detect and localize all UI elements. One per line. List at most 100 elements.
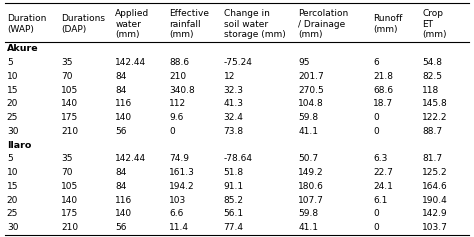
Text: 0: 0 xyxy=(373,223,379,232)
Text: 54.8: 54.8 xyxy=(422,58,442,67)
Text: 84: 84 xyxy=(115,182,127,191)
Text: 95: 95 xyxy=(299,58,310,67)
Text: 35: 35 xyxy=(61,154,73,163)
Text: 32.4: 32.4 xyxy=(224,113,244,122)
Text: 15: 15 xyxy=(7,182,18,191)
Text: 41.3: 41.3 xyxy=(224,99,244,108)
Text: 122.2: 122.2 xyxy=(422,113,448,122)
Text: 15: 15 xyxy=(7,86,18,95)
Text: 5: 5 xyxy=(7,154,12,163)
Text: -75.24: -75.24 xyxy=(224,58,253,67)
Text: 112: 112 xyxy=(169,99,186,108)
Text: 84: 84 xyxy=(115,168,127,177)
Text: Crop
ET
(mm): Crop ET (mm) xyxy=(422,9,447,39)
Text: 210: 210 xyxy=(61,127,78,136)
Text: 270.5: 270.5 xyxy=(299,86,324,95)
Text: 41.1: 41.1 xyxy=(299,223,319,232)
Text: 91.1: 91.1 xyxy=(224,182,244,191)
Text: 30: 30 xyxy=(7,223,18,232)
Text: 161.3: 161.3 xyxy=(169,168,195,177)
Text: 85.2: 85.2 xyxy=(224,196,244,205)
Text: 140: 140 xyxy=(61,99,78,108)
Text: 81.7: 81.7 xyxy=(422,154,442,163)
Text: 210: 210 xyxy=(61,223,78,232)
Text: 6.3: 6.3 xyxy=(373,154,388,163)
Text: 20: 20 xyxy=(7,196,18,205)
Text: 74.9: 74.9 xyxy=(169,154,190,163)
Text: 103: 103 xyxy=(169,196,187,205)
Text: 50.7: 50.7 xyxy=(299,154,319,163)
Text: 140: 140 xyxy=(61,196,78,205)
Text: 59.8: 59.8 xyxy=(299,210,319,219)
Text: 51.8: 51.8 xyxy=(224,168,244,177)
Text: 20: 20 xyxy=(7,99,18,108)
Text: 84: 84 xyxy=(115,86,127,95)
Text: 0: 0 xyxy=(169,127,175,136)
Text: 107.7: 107.7 xyxy=(299,196,324,205)
Text: 125.2: 125.2 xyxy=(422,168,448,177)
Text: 56: 56 xyxy=(115,127,127,136)
Text: Change in
soil water
storage (mm): Change in soil water storage (mm) xyxy=(224,9,285,39)
Text: 5: 5 xyxy=(7,58,12,67)
Text: 164.6: 164.6 xyxy=(422,182,448,191)
Text: 0: 0 xyxy=(373,210,379,219)
Text: 140: 140 xyxy=(115,113,132,122)
Text: 340.8: 340.8 xyxy=(169,86,195,95)
Text: 12: 12 xyxy=(224,72,235,81)
Text: 140: 140 xyxy=(115,210,132,219)
Text: 82.5: 82.5 xyxy=(422,72,442,81)
Text: -78.64: -78.64 xyxy=(224,154,253,163)
Text: 73.8: 73.8 xyxy=(224,127,244,136)
Text: 68.6: 68.6 xyxy=(373,86,393,95)
Text: 24.1: 24.1 xyxy=(373,182,393,191)
Text: 35: 35 xyxy=(61,58,73,67)
Text: 77.4: 77.4 xyxy=(224,223,244,232)
Text: 56: 56 xyxy=(115,223,127,232)
Text: 18.7: 18.7 xyxy=(373,99,393,108)
Text: 6: 6 xyxy=(373,58,379,67)
Text: 6.6: 6.6 xyxy=(169,210,184,219)
Text: 194.2: 194.2 xyxy=(169,182,195,191)
Text: 25: 25 xyxy=(7,113,18,122)
Text: 105: 105 xyxy=(61,86,78,95)
Text: 10: 10 xyxy=(7,72,18,81)
Text: 70: 70 xyxy=(61,168,73,177)
Text: 118: 118 xyxy=(422,86,439,95)
Text: 21.8: 21.8 xyxy=(373,72,393,81)
Text: Effective
rainfall
(mm): Effective rainfall (mm) xyxy=(169,9,210,39)
Text: 30: 30 xyxy=(7,127,18,136)
Text: 56.1: 56.1 xyxy=(224,210,244,219)
Text: 149.2: 149.2 xyxy=(299,168,324,177)
Text: 88.6: 88.6 xyxy=(169,58,190,67)
Text: 175: 175 xyxy=(61,210,78,219)
Text: 9.6: 9.6 xyxy=(169,113,184,122)
Text: 180.6: 180.6 xyxy=(299,182,324,191)
Text: 22.7: 22.7 xyxy=(373,168,393,177)
Text: Runoff
(mm): Runoff (mm) xyxy=(373,14,402,34)
Text: 59.8: 59.8 xyxy=(299,113,319,122)
Text: 190.4: 190.4 xyxy=(422,196,448,205)
Text: 116: 116 xyxy=(115,196,132,205)
Text: 41.1: 41.1 xyxy=(299,127,319,136)
Text: Ilaro: Ilaro xyxy=(7,141,31,150)
Text: Durations
(DAP): Durations (DAP) xyxy=(61,14,105,34)
Text: 145.8: 145.8 xyxy=(422,99,448,108)
Text: 103.7: 103.7 xyxy=(422,223,448,232)
Text: Percolation
/ Drainage
(mm): Percolation / Drainage (mm) xyxy=(299,9,349,39)
Text: 6.1: 6.1 xyxy=(373,196,388,205)
Text: Akure: Akure xyxy=(7,44,38,53)
Text: 142.44: 142.44 xyxy=(115,154,146,163)
Text: 105: 105 xyxy=(61,182,78,191)
Text: 70: 70 xyxy=(61,72,73,81)
Text: 175: 175 xyxy=(61,113,78,122)
Text: 210: 210 xyxy=(169,72,186,81)
Text: Duration
(WAP): Duration (WAP) xyxy=(7,14,46,34)
Text: 0: 0 xyxy=(373,113,379,122)
Text: 11.4: 11.4 xyxy=(169,223,190,232)
Text: 142.44: 142.44 xyxy=(115,58,146,67)
Text: 0: 0 xyxy=(373,127,379,136)
Text: 10: 10 xyxy=(7,168,18,177)
Text: 104.8: 104.8 xyxy=(299,99,324,108)
Text: 25: 25 xyxy=(7,210,18,219)
Text: 142.9: 142.9 xyxy=(422,210,448,219)
